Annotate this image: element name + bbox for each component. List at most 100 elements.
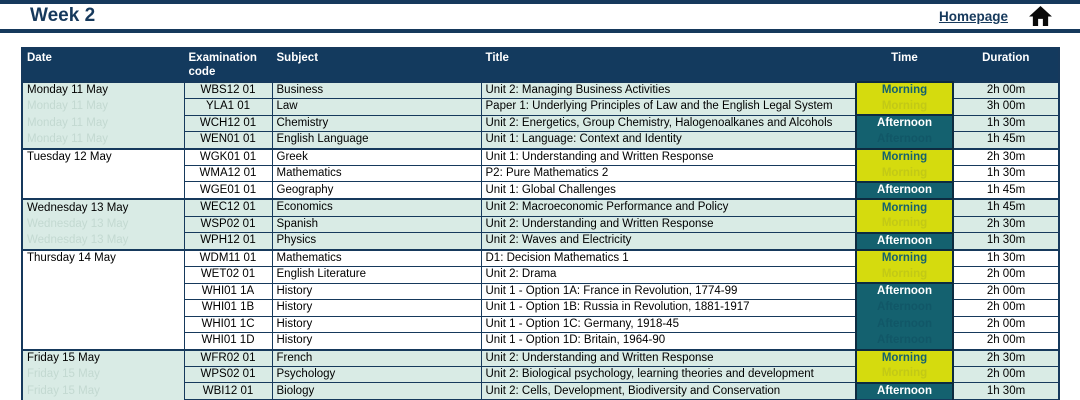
code-cell: WGE01 01: [183, 181, 273, 200]
title-cell: Unit 1 - Option 1D: Britain, 1964-90: [480, 332, 857, 350]
code-cell: WBS12 01: [183, 81, 273, 100]
exam-row: Wednesday 13 May WEC12 01 Economics Unit 2:…: [21, 198, 1060, 217]
subject-cell: Psychology: [271, 365, 482, 384]
duration-cell: 1h 45m: [952, 198, 1060, 217]
title-cell: Unit 1: Language: Context and Identity: [480, 131, 857, 150]
exam-row: Tuesday 12 May WGE01 01 Geography Unit 1: G…: [21, 180, 1060, 200]
exam-row: Monday 11 May YLA1 01 Law Paper 1: Underlyi…: [21, 98, 1060, 116]
title-cell: Unit 2: Drama: [480, 266, 857, 284]
duration-cell: 3h 00m: [952, 98, 1060, 116]
date-cell: Wednesday 13 May: [21, 198, 185, 217]
code-cell: WEC12 01: [183, 198, 273, 217]
time-cell: Morning: [855, 266, 954, 284]
time-cell: Morning: [855, 249, 954, 268]
date-cell: Thursday 14 May: [21, 316, 185, 334]
duration-cell: 2h 30m: [952, 215, 1060, 234]
subject-cell: History: [271, 315, 482, 334]
title-cell: Unit 2: Waves and Electricity: [480, 232, 857, 251]
code-cell: WEN01 01: [183, 131, 273, 150]
header-rule: [0, 29, 1080, 33]
code-cell: WBI12 01: [183, 382, 273, 400]
time-cell: Morning: [855, 216, 954, 234]
code-cell: WHI01 1A: [183, 282, 273, 301]
code-cell: WSP02 01: [183, 215, 273, 234]
duration-cell: 2h 00m: [952, 315, 1060, 334]
header-row: Date Examination code Subject Title Time…: [21, 47, 1060, 83]
time-cell: Morning: [855, 366, 954, 384]
time-cell: Afternoon: [855, 381, 954, 400]
exam-row: Wednesday 13 May WSP02 01 Spanish Unit 2: U…: [21, 215, 1060, 234]
col-header-duration: Duration: [952, 47, 1060, 83]
title-cell: Unit 2: Cells, Development, Biodiversity…: [480, 382, 857, 400]
duration-cell: 2h 00m: [952, 365, 1060, 384]
title-cell: Unit 2: Managing Business Activities: [480, 81, 857, 100]
homepage-link[interactable]: Homepage: [938, 9, 1008, 24]
title-cell: Unit 1 - Option 1B: Russia in Revolution…: [480, 299, 857, 317]
code-cell: WMA12 01: [183, 165, 273, 183]
date-cell: Thursday 14 May: [21, 266, 185, 284]
title-cell: Unit 2: Energetics, Group Chemistry, Hal…: [480, 114, 857, 133]
title-cell: Unit 2: Biological psychology, learning …: [480, 365, 857, 384]
timetable-body: Monday 11 May WBS12 01 Business Unit 2: Man…: [21, 81, 1060, 400]
duration-cell: 2h 00m: [952, 332, 1060, 350]
title-cell: D1: Decision Mathematics 1: [480, 249, 857, 268]
time-cell: Morning: [855, 198, 954, 217]
time-cell: Morning: [855, 81, 954, 100]
time-cell: Afternoon: [855, 282, 954, 301]
home-icon[interactable]: [1029, 6, 1052, 27]
code-cell: WGK01 01: [183, 147, 273, 167]
title-cell: Paper 1: Underlying Principles of Law an…: [480, 98, 857, 116]
duration-cell: 1h 30m: [952, 114, 1060, 133]
time-cell: Afternoon: [855, 180, 954, 200]
date-cell: Friday 15 May: [21, 366, 185, 384]
exam-row: Monday 11 May WEN01 01 English Language Uni…: [21, 131, 1060, 150]
page-title: Week 2: [30, 5, 96, 26]
exam-timetable: Date Examination code Subject Title Time…: [21, 47, 1060, 400]
duration-cell: 2h 30m: [952, 348, 1060, 367]
exam-row: Thursday 14 May WHI01 1C History Unit 1 - O…: [21, 315, 1060, 334]
duration-cell: 2h 00m: [952, 266, 1060, 284]
code-cell: WDM11 01: [183, 249, 273, 268]
subject-cell: History: [271, 282, 482, 301]
col-header-time: Time: [855, 47, 954, 83]
top-rule: [0, 0, 1080, 4]
subject-cell: Physics: [271, 232, 482, 251]
duration-cell: 1h 30m: [952, 165, 1060, 183]
title-cell: Unit 1: Understanding and Written Respon…: [480, 147, 857, 167]
code-cell: WPS02 01: [183, 365, 273, 384]
code-cell: YLA1 01: [183, 98, 273, 116]
subject-cell: Mathematics: [271, 165, 482, 183]
duration-cell: 1h 45m: [952, 131, 1060, 150]
subject-cell: Spanish: [271, 215, 482, 234]
date-cell: Thursday 14 May: [21, 283, 185, 301]
time-cell: Afternoon: [855, 316, 954, 334]
title-cell: Unit 2: Understanding and Written Respon…: [480, 215, 857, 234]
subject-cell: Mathematics: [271, 249, 482, 268]
date-cell: Monday 11 May: [21, 81, 185, 100]
exam-row: Wednesday 13 May WPH12 01 Physics Unit 2: W…: [21, 231, 1060, 251]
time-cell: Morning: [855, 165, 954, 183]
col-header-examination-code: Examination code: [183, 47, 273, 83]
duration-cell: 1h 30m: [952, 382, 1060, 400]
date-cell: Monday 11 May: [21, 115, 185, 133]
subject-cell: Geography: [271, 181, 482, 200]
col-header-date: Date: [21, 47, 185, 83]
date-cell: Friday 15 May: [21, 382, 185, 400]
code-cell: WHI01 1D: [183, 332, 273, 350]
subject-cell: French: [271, 348, 482, 367]
subject-cell: History: [271, 332, 482, 350]
duration-cell: 1h 30m: [952, 232, 1060, 251]
time-cell: Afternoon: [855, 332, 954, 350]
code-cell: WHI01 1B: [183, 299, 273, 317]
exam-row: Monday 11 May WBS12 01 Business Unit 2: Man…: [21, 81, 1060, 100]
exam-row: Friday 15 May WPS02 01 Psychology Unit 2: B…: [21, 365, 1060, 384]
col-header-subject: Subject: [271, 47, 482, 83]
code-cell: WPH12 01: [183, 232, 273, 251]
code-cell: WFR02 01: [183, 348, 273, 367]
exam-row: Thursday 14 May WHI01 1A History Unit 1 - O…: [21, 282, 1060, 301]
date-cell: Thursday 14 May: [21, 332, 185, 350]
date-cell: Tuesday 12 May: [21, 181, 185, 200]
title-cell: Unit 2: Understanding and Written Respon…: [480, 348, 857, 367]
duration-cell: 2h 00m: [952, 81, 1060, 100]
